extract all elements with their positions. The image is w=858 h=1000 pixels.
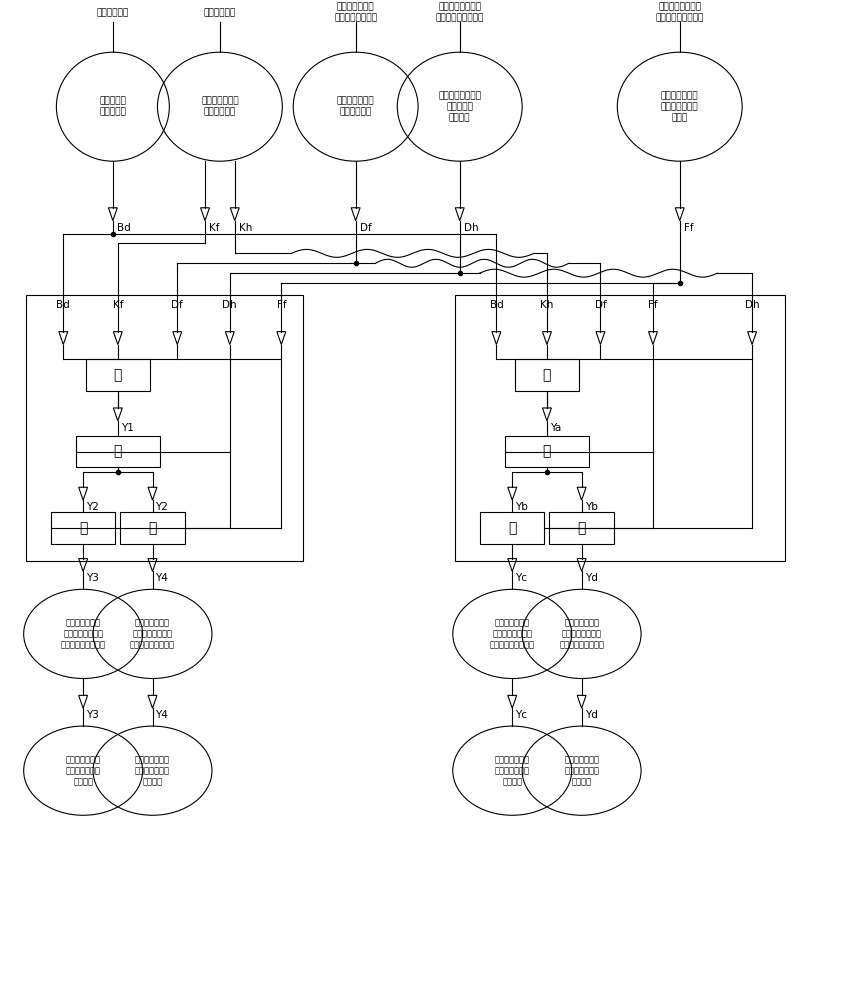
Text: Kh: Kh [541,300,553,310]
Text: Df: Df [172,300,183,310]
Text: Y3: Y3 [86,710,99,720]
Text: 负荷侧隔离开关
操作电机的合闸
电源回路: 负荷侧隔离开关 操作电机的合闸 电源回路 [564,755,599,786]
Text: 电源侧隔离开关的
操作机构的接线端子: 电源侧隔离开关的 操作机构的接线端子 [656,2,704,23]
Bar [505,436,589,467]
Bar [455,295,785,561]
Text: Y2: Y2 [86,502,99,512]
Text: Ff: Ff [276,300,287,310]
Text: 电源侧隔离开关
操作电机的合闸投
电控制信号发出回路: 电源侧隔离开关 操作电机的合闸投 电控制信号发出回路 [490,618,535,650]
Text: 电源侧隔离开关
操作电机的合闸
电源回路: 电源侧隔离开关 操作电机的合闸 电源回路 [495,755,529,786]
Bar [86,359,150,391]
Text: Yb: Yb [515,502,528,512]
Text: 与: 与 [148,521,157,535]
Bar [549,512,613,544]
Text: 与: 与 [577,521,586,535]
Text: Kf: Kf [112,300,123,310]
Text: Y4: Y4 [155,710,168,720]
Text: Yc: Yc [515,710,527,720]
Text: 与: 与 [113,368,122,382]
Text: 电源侧隔离开关
操作电机的分闸投
电控制信号发出回路: 电源侧隔离开关 操作电机的分闸投 电控制信号发出回路 [130,618,175,650]
Bar [76,436,160,467]
Text: Df: Df [360,223,372,233]
Text: 电源侧隔离开关合
闸状态信号
获取回路: 电源侧隔离开关合 闸状态信号 获取回路 [438,91,481,122]
Bar [51,512,115,544]
Bar [515,359,579,391]
Text: Yc: Yc [515,573,527,583]
Text: Yd: Yd [584,573,597,583]
Text: 本装置的电源: 本装置的电源 [203,8,236,17]
Text: Kf: Kf [209,223,220,233]
Bar [480,512,545,544]
Text: 负荷侧隔离开关
操作电机的分闸投
电控制信号发出回路: 负荷侧隔离开关 操作电机的分闸投 电控制信号发出回路 [61,618,106,650]
Text: Ff: Ff [684,223,693,233]
Text: Ff: Ff [648,300,658,310]
Text: Y2: Y2 [155,502,168,512]
Text: Dh: Dh [222,300,237,310]
Text: 高压断路器的操
作机构的接线端子: 高压断路器的操 作机构的接线端子 [334,2,378,23]
Text: 隔离开关分闸或
合闸选择开关: 隔离开关分闸或 合闸选择开关 [201,97,239,117]
Text: 与: 与 [508,521,517,535]
Text: Bd: Bd [490,300,504,310]
Text: 负荷侧隔离开关的
操作机构的接线端子: 负荷侧隔离开关的 操作机构的接线端子 [436,2,484,23]
Text: Ya: Ya [550,423,561,433]
Text: 负荷侧隔离开关
分闸状态信号获
取回路: 负荷侧隔离开关 分闸状态信号获 取回路 [661,91,698,122]
Text: Bd: Bd [117,223,130,233]
Text: Dh: Dh [745,300,759,310]
Bar [120,512,184,544]
Text: 与: 与 [113,445,122,459]
Text: 电源侧隔离开关
操作电机的分闸
电源回路: 电源侧隔离开关 操作电机的分闸 电源回路 [135,755,170,786]
Text: Yd: Yd [584,710,597,720]
Text: Dh: Dh [463,223,478,233]
Text: Y4: Y4 [155,573,168,583]
Text: Y3: Y3 [86,573,99,583]
Text: Y1: Y1 [121,423,134,433]
Text: 本地语音间
隔核对回路: 本地语音间 隔核对回路 [100,97,126,117]
Text: 本装置的电源: 本装置的电源 [97,8,129,17]
Bar [26,295,303,561]
Text: 负荷侧隔离开关
操作电机的分闸
电源回路: 负荷侧隔离开关 操作电机的分闸 电源回路 [65,755,100,786]
Text: 负荷侧隔离开关
操作电机的合闸投
电控制信号发出回路: 负荷侧隔离开关 操作电机的合闸投 电控制信号发出回路 [559,618,604,650]
Text: Df: Df [595,300,607,310]
Text: 与: 与 [79,521,88,535]
Text: Bd: Bd [57,300,70,310]
Text: 与: 与 [543,368,551,382]
Text: 与: 与 [543,445,551,459]
Text: 断路器分闸状态
信号获取回路: 断路器分闸状态 信号获取回路 [337,97,374,117]
Text: Kh: Kh [239,223,252,233]
Text: Yb: Yb [584,502,597,512]
